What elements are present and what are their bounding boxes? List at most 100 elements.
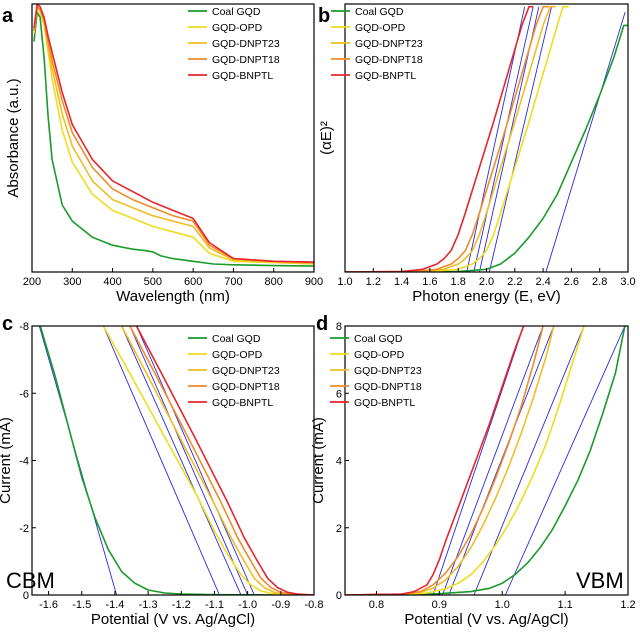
legend-entry: GQD-DNPT23 (212, 365, 280, 377)
x-tick-label: 1.2 (366, 276, 381, 288)
y-tick-label: 0 (23, 590, 29, 602)
legend-entry: GQD-DNPT23 (355, 38, 423, 50)
x-tick-label: -1.6 (39, 599, 58, 611)
series-line-c-2 (120, 326, 314, 595)
x-tick-label: 700 (224, 276, 242, 288)
y-axis-label: Current (mA) (0, 417, 14, 504)
x-tick-label: -1.5 (72, 599, 91, 611)
panel-letter: d (316, 313, 328, 335)
y-tick-label: 4 (336, 456, 342, 468)
x-tick-label: 1.1 (557, 599, 572, 611)
x-axis-label: Wavelength (nm) (116, 288, 230, 305)
fit-line-d-3 (442, 326, 544, 595)
y-tick-label: 0 (336, 590, 342, 602)
fit-line-c-1 (102, 326, 220, 595)
panel-letter: c (2, 313, 13, 335)
x-tick-label: 2.2 (507, 276, 522, 288)
fit-line-b-0 (545, 11, 626, 272)
legend-entry: GQD-DNPT18 (212, 381, 280, 393)
legend-entry: GQD-DNPT18 (212, 54, 280, 66)
y-tick-label: -4 (19, 456, 29, 468)
x-tick-label: 800 (265, 276, 283, 288)
x-tick-label: 2.6 (564, 276, 579, 288)
x-tick-label: -1.4 (105, 599, 124, 611)
legend-entry: Coal GQD (354, 333, 403, 345)
x-tick-label: 1.4 (394, 276, 409, 288)
corner-label: VBM (576, 568, 624, 593)
y-axis-label: Current (mA) (310, 417, 327, 504)
series-line-c-3 (129, 326, 314, 595)
plot-area-a (33, 4, 314, 267)
x-tick-label: 3.0 (620, 276, 635, 288)
x-tick-label: 1.0 (495, 599, 510, 611)
plot-frame-a (31, 3, 315, 273)
y-tick-label: -8 (19, 321, 29, 333)
legend-entry: Coal GQD (355, 6, 404, 18)
x-tick-label: 600 (184, 276, 202, 288)
panel-b: 1.0 1.2 1.4 1.6 1.8 2.0 2.2 2.4 2.6 2.8 3.0 Photon … (318, 3, 636, 305)
legend-entry: GQD-OPD (354, 349, 405, 361)
corner-label: CBM (6, 568, 55, 593)
series-line-b-4 (345, 5, 534, 272)
x-tick-label: 1.8 (451, 276, 466, 288)
fit-line-c-4 (136, 326, 255, 595)
series-line-d-1 (345, 326, 585, 595)
y-tick-label: -6 (19, 388, 29, 400)
x-tick-label: -1.1 (205, 599, 224, 611)
y-tick-label: -2 (19, 523, 29, 535)
x-tick-label: 1.2 (620, 599, 635, 611)
panel-letter: b (318, 5, 330, 27)
series-line-c-1 (102, 326, 314, 595)
y-tick-label: 6 (336, 388, 342, 400)
series-line-a-0 (33, 11, 314, 267)
x-tick-label: 300 (63, 276, 81, 288)
x-tick-label: -1.2 (172, 599, 191, 611)
x-tick-label: 1.0 (337, 276, 352, 288)
x-axis-label: Potential (V vs. Ag/AgCl) (91, 611, 255, 628)
fit-line-d-4 (432, 326, 525, 595)
series-line-b-1 (345, 5, 569, 272)
x-tick-label: 0.9 (432, 599, 447, 611)
x-axis-label: Potential (V vs. Ag/AgCl) (404, 611, 568, 628)
x-tick-label: 500 (144, 276, 162, 288)
panel-a: 200 300 400 500 600 700 800 900 Wavelength (nm) A… (2, 3, 323, 305)
series-line-c-4 (135, 326, 314, 595)
series-line-a-3 (33, 5, 314, 264)
fit-line-c-3 (129, 326, 249, 595)
x-tick-label: -1.3 (139, 599, 158, 611)
legend-entry: GQD-BNPTL (355, 70, 416, 82)
series-line-d-2 (345, 326, 555, 595)
legend-entry: GQD-BNPTL (212, 397, 273, 409)
plot-area-d (345, 326, 626, 595)
panel-d: 0.8 0.9 1.0 1.1 1.2 0 2 4 6 8 Potential (V vs. Ag/… (310, 313, 636, 628)
legend-entry: GQD-DNPT23 (354, 365, 422, 377)
legend-entry: GQD-OPD (355, 22, 406, 34)
x-tick-label: -0.8 (305, 599, 324, 611)
x-tick-label: 2.8 (592, 276, 607, 288)
x-tick-label: -1.0 (238, 599, 257, 611)
x-axis-label: Photon energy (E, eV) (412, 288, 560, 305)
x-tick-label: 1.6 (422, 276, 437, 288)
x-tick-label: -0.9 (271, 599, 290, 611)
x-tick-label: 2.0 (479, 276, 494, 288)
fit-line-d-0 (504, 326, 626, 595)
panel-letter: a (2, 5, 14, 27)
series-line-b-0 (345, 24, 628, 272)
y-tick-label: 2 (336, 523, 342, 535)
legend-entry: GQD-BNPTL (212, 70, 273, 82)
x-tick-label: 200 (23, 276, 41, 288)
series-line-d-4 (345, 326, 525, 595)
fit-line-d-2 (448, 326, 555, 595)
series-line-a-4 (33, 4, 314, 263)
series-line-d-3 (345, 326, 544, 595)
y-tick-label: 8 (336, 321, 342, 333)
x-tick-label: 0.8 (369, 599, 384, 611)
series-line-d-0 (345, 326, 626, 595)
legend-entry: Coal GQD (212, 6, 261, 18)
x-tick-label: 400 (103, 276, 121, 288)
fit-line-c-2 (121, 326, 242, 595)
panel-c: -1.6 -1.5 -1.4 -1.3 -1.2 -1.1 -1.0 -0.9 -0.8 0 -2 -… (0, 313, 323, 628)
y-axis-label: Absorbance (a.u.) (5, 78, 22, 197)
fit-line-d-1 (473, 326, 585, 595)
